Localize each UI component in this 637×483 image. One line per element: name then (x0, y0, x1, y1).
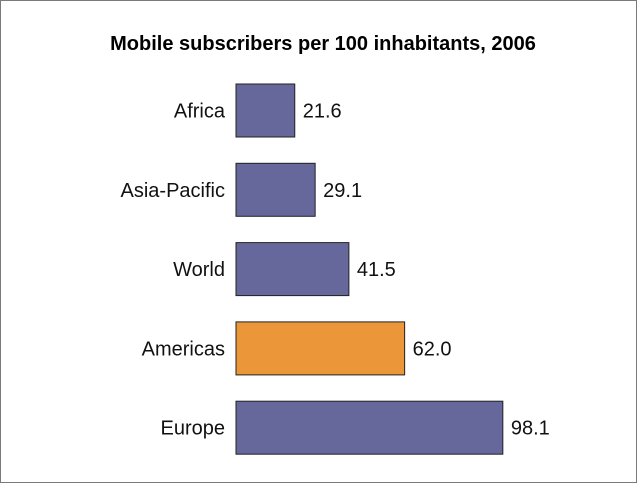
category-label: Africa (174, 101, 226, 123)
category-label: Americas (142, 338, 225, 360)
category-label: World (173, 259, 225, 281)
value-label: 98.1 (511, 418, 550, 440)
bar-africa (235, 83, 296, 138)
category-label: Asia-Pacific (121, 180, 225, 202)
value-label: 62.0 (413, 338, 452, 360)
bar-asia-pacific (235, 162, 316, 217)
value-label: 41.5 (357, 259, 396, 281)
bars-group: Africa 21.6 Asia-Pacific 29.1 World 41.5 Ameri… (121, 83, 550, 455)
bar-europe (235, 400, 504, 455)
bar-americas (235, 321, 406, 376)
value-label: 21.6 (303, 101, 342, 123)
chart-title: Mobile subscribers per 100 inhabitants, … (110, 33, 536, 55)
bar-world (235, 242, 350, 297)
value-label: 29.1 (323, 180, 362, 202)
category-label: Europe (161, 418, 226, 440)
